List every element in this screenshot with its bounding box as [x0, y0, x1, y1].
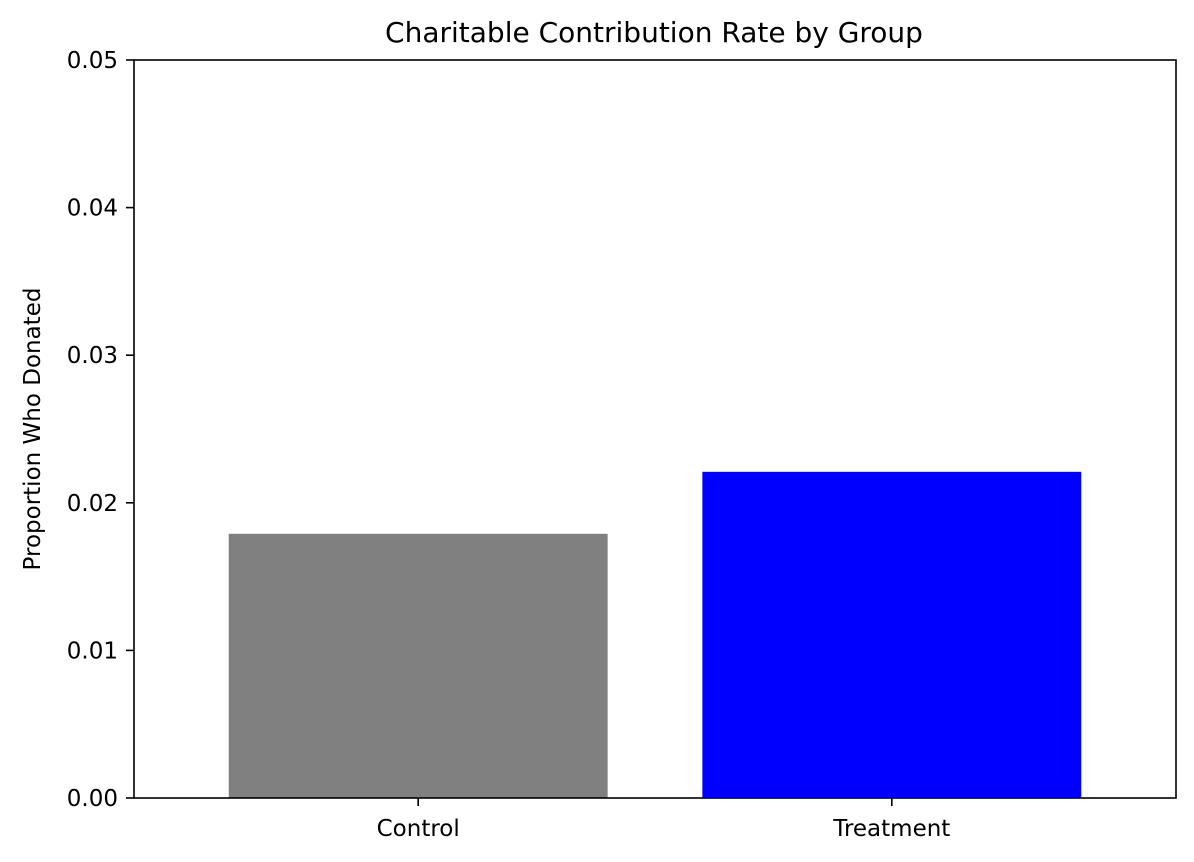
y-tick-label: 0.03 — [67, 343, 118, 369]
y-tick-label: 0.00 — [67, 786, 118, 812]
bars-layer — [228, 471, 1082, 798]
bar-treatment — [702, 471, 1082, 798]
chart-title: Charitable Contribution Rate by Group — [385, 16, 923, 49]
x-tick-label-control: Control — [377, 816, 460, 842]
x-tick-label-treatment: Treatment — [832, 816, 950, 842]
y-tick-label: 0.02 — [67, 491, 118, 517]
bar-control — [228, 533, 608, 798]
y-tick-label: 0.04 — [67, 196, 118, 222]
plot-frame — [133, 59, 1177, 799]
y-tick-label: 0.01 — [67, 638, 118, 664]
y-axis: 0.00 0.01 0.02 0.03 0.04 0.05 — [67, 48, 134, 812]
y-axis-label: Proportion Who Donated — [20, 288, 46, 571]
x-axis: Control Treatment — [377, 798, 950, 842]
y-tick-label: 0.05 — [67, 48, 118, 74]
